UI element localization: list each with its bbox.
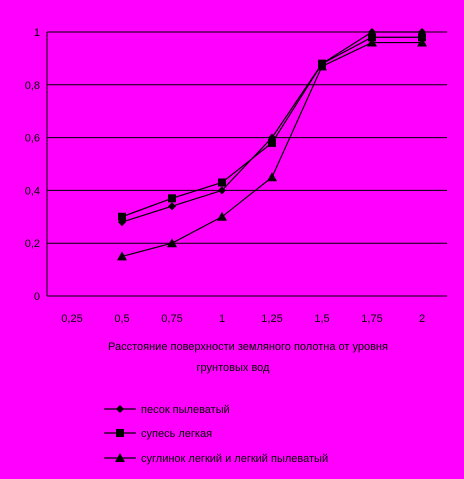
x-tick-label: 0,5 bbox=[114, 313, 129, 325]
series-line-2 bbox=[121, 36, 422, 218]
legend-marker bbox=[115, 453, 125, 462]
data-point bbox=[218, 186, 226, 195]
series-group bbox=[117, 28, 427, 261]
y-tick-label: 0,4 bbox=[25, 185, 40, 197]
data-point bbox=[167, 238, 177, 248]
data-point bbox=[268, 138, 276, 147]
x-axis-title-line2: грунтовых вод bbox=[197, 362, 271, 374]
data-point bbox=[168, 202, 176, 211]
data-point bbox=[368, 33, 376, 42]
data-point bbox=[217, 211, 227, 221]
data-point bbox=[118, 212, 126, 221]
x-tick-label: 1,25 bbox=[261, 313, 282, 325]
y-tick-label: 0,2 bbox=[25, 238, 40, 250]
y-tick-label: 0,8 bbox=[25, 80, 40, 92]
y-tick-label: 0 bbox=[34, 291, 40, 303]
series-line-3 bbox=[121, 41, 422, 257]
legend-entry: супесь легкая bbox=[141, 428, 212, 440]
data-point bbox=[417, 37, 427, 47]
x-tick-label: 0,75 bbox=[161, 313, 182, 325]
data-point bbox=[367, 37, 377, 47]
legend-entry: песок пылеватый bbox=[141, 404, 230, 416]
x-tick-label: 0,25 bbox=[61, 313, 82, 325]
legend-entry: суглинок легкий и легкий пылеватый bbox=[141, 453, 328, 465]
y-tick-label: 0,6 bbox=[25, 133, 40, 145]
legend-marker bbox=[116, 429, 124, 437]
data-point bbox=[267, 172, 277, 182]
data-point bbox=[168, 194, 176, 203]
y-tick-label: 1 bbox=[34, 27, 40, 39]
data-point bbox=[218, 178, 226, 187]
axes bbox=[46, 32, 447, 297]
x-tick-label: 1 bbox=[219, 313, 225, 325]
x-tick-label: 1,75 bbox=[361, 313, 382, 325]
x-tick-label: 1,5 bbox=[314, 313, 329, 325]
data-point bbox=[418, 33, 426, 42]
series-line-1 bbox=[121, 31, 422, 223]
x-tick-label: 2 bbox=[419, 313, 425, 325]
x-axis-title-line1: Расстояние поверхности земляного полотна… bbox=[108, 341, 388, 353]
data-point bbox=[317, 61, 327, 71]
grid bbox=[47, 31, 447, 244]
tick-labels: 0 0,2 0,4 0,6 0,8 1 0,25 0,5 0,75 1 1,25 1,5 1,75 2 bbox=[25, 27, 425, 325]
legend: песок пылеватый супесь легкая суглинок лег… bbox=[104, 404, 328, 465]
data-point bbox=[117, 251, 127, 261]
legend-marker bbox=[116, 405, 124, 413]
